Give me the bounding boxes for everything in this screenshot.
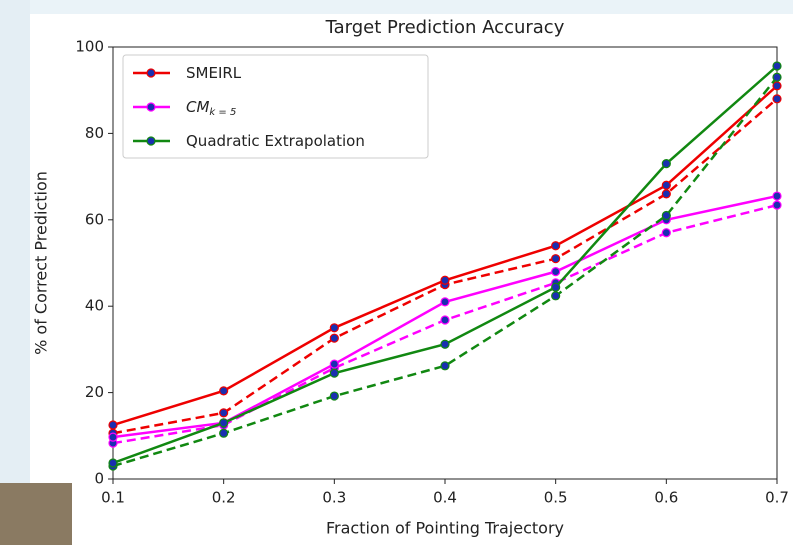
- marker: [329, 391, 339, 401]
- legend-marker: [146, 136, 156, 146]
- top-strip: [0, 0, 793, 14]
- legend-name: CM: [186, 98, 209, 116]
- legend-label: SMEIRL: [186, 64, 242, 82]
- legend-name: SMEIRL: [186, 64, 242, 82]
- x-tick-label: 0.7: [765, 489, 789, 507]
- x-tick-label: 0.1: [101, 489, 125, 507]
- marker: [661, 228, 671, 238]
- y-axis-label: % of Correct Prediction: [32, 171, 51, 355]
- legend-name: Quadratic Extrapolation: [186, 132, 365, 150]
- y-tick-label: 20: [85, 383, 104, 401]
- marker: [772, 72, 782, 82]
- left-strip: [0, 0, 30, 545]
- marker: [219, 428, 229, 438]
- marker: [329, 333, 339, 343]
- marker: [329, 359, 339, 369]
- marker: [440, 339, 450, 349]
- marker: [772, 191, 782, 201]
- marker: [551, 267, 561, 277]
- x-tick-label: 0.6: [654, 489, 678, 507]
- marker: [108, 458, 118, 468]
- legend-label: Quadratic Extrapolation: [186, 132, 365, 150]
- marker: [551, 254, 561, 264]
- marker: [108, 420, 118, 430]
- marker: [772, 94, 782, 104]
- marker: [551, 282, 561, 292]
- marker: [219, 418, 229, 428]
- y-tick-label: 100: [75, 38, 104, 56]
- y-tick-label: 80: [85, 124, 104, 142]
- marker: [219, 408, 229, 418]
- legend-subscript: k = 5: [209, 107, 236, 118]
- marker: [551, 241, 561, 251]
- legend-box: [122, 54, 429, 159]
- marker: [440, 297, 450, 307]
- marker: [772, 200, 782, 210]
- x-tick-label: 0.4: [433, 489, 457, 507]
- marker: [329, 323, 339, 333]
- marker: [661, 159, 671, 169]
- marker: [329, 368, 339, 378]
- marker: [661, 189, 671, 199]
- legend-marker: [146, 68, 156, 78]
- chart-title: Target Prediction Accuracy: [325, 17, 565, 38]
- marker: [440, 315, 450, 325]
- marker: [661, 210, 671, 221]
- marker: [219, 386, 229, 396]
- x-tick-label: 0.2: [212, 489, 236, 507]
- marker: [661, 180, 671, 190]
- marker: [551, 291, 561, 301]
- marker: [108, 432, 118, 442]
- y-tick-label: 60: [85, 210, 104, 228]
- marker: [772, 61, 782, 71]
- legend-label: CMk = 5: [186, 98, 236, 119]
- marker: [440, 275, 450, 285]
- thumbnail: [0, 483, 72, 545]
- y-tick-label: 0: [94, 470, 104, 488]
- x-tick-label: 0.3: [322, 489, 346, 507]
- marker: [772, 81, 782, 91]
- x-tick-label: 0.5: [544, 489, 568, 507]
- y-tick-label: 40: [85, 297, 104, 315]
- legend-marker: [146, 102, 156, 112]
- x-axis-label: Fraction of Pointing Trajectory: [326, 519, 564, 538]
- marker: [440, 361, 450, 371]
